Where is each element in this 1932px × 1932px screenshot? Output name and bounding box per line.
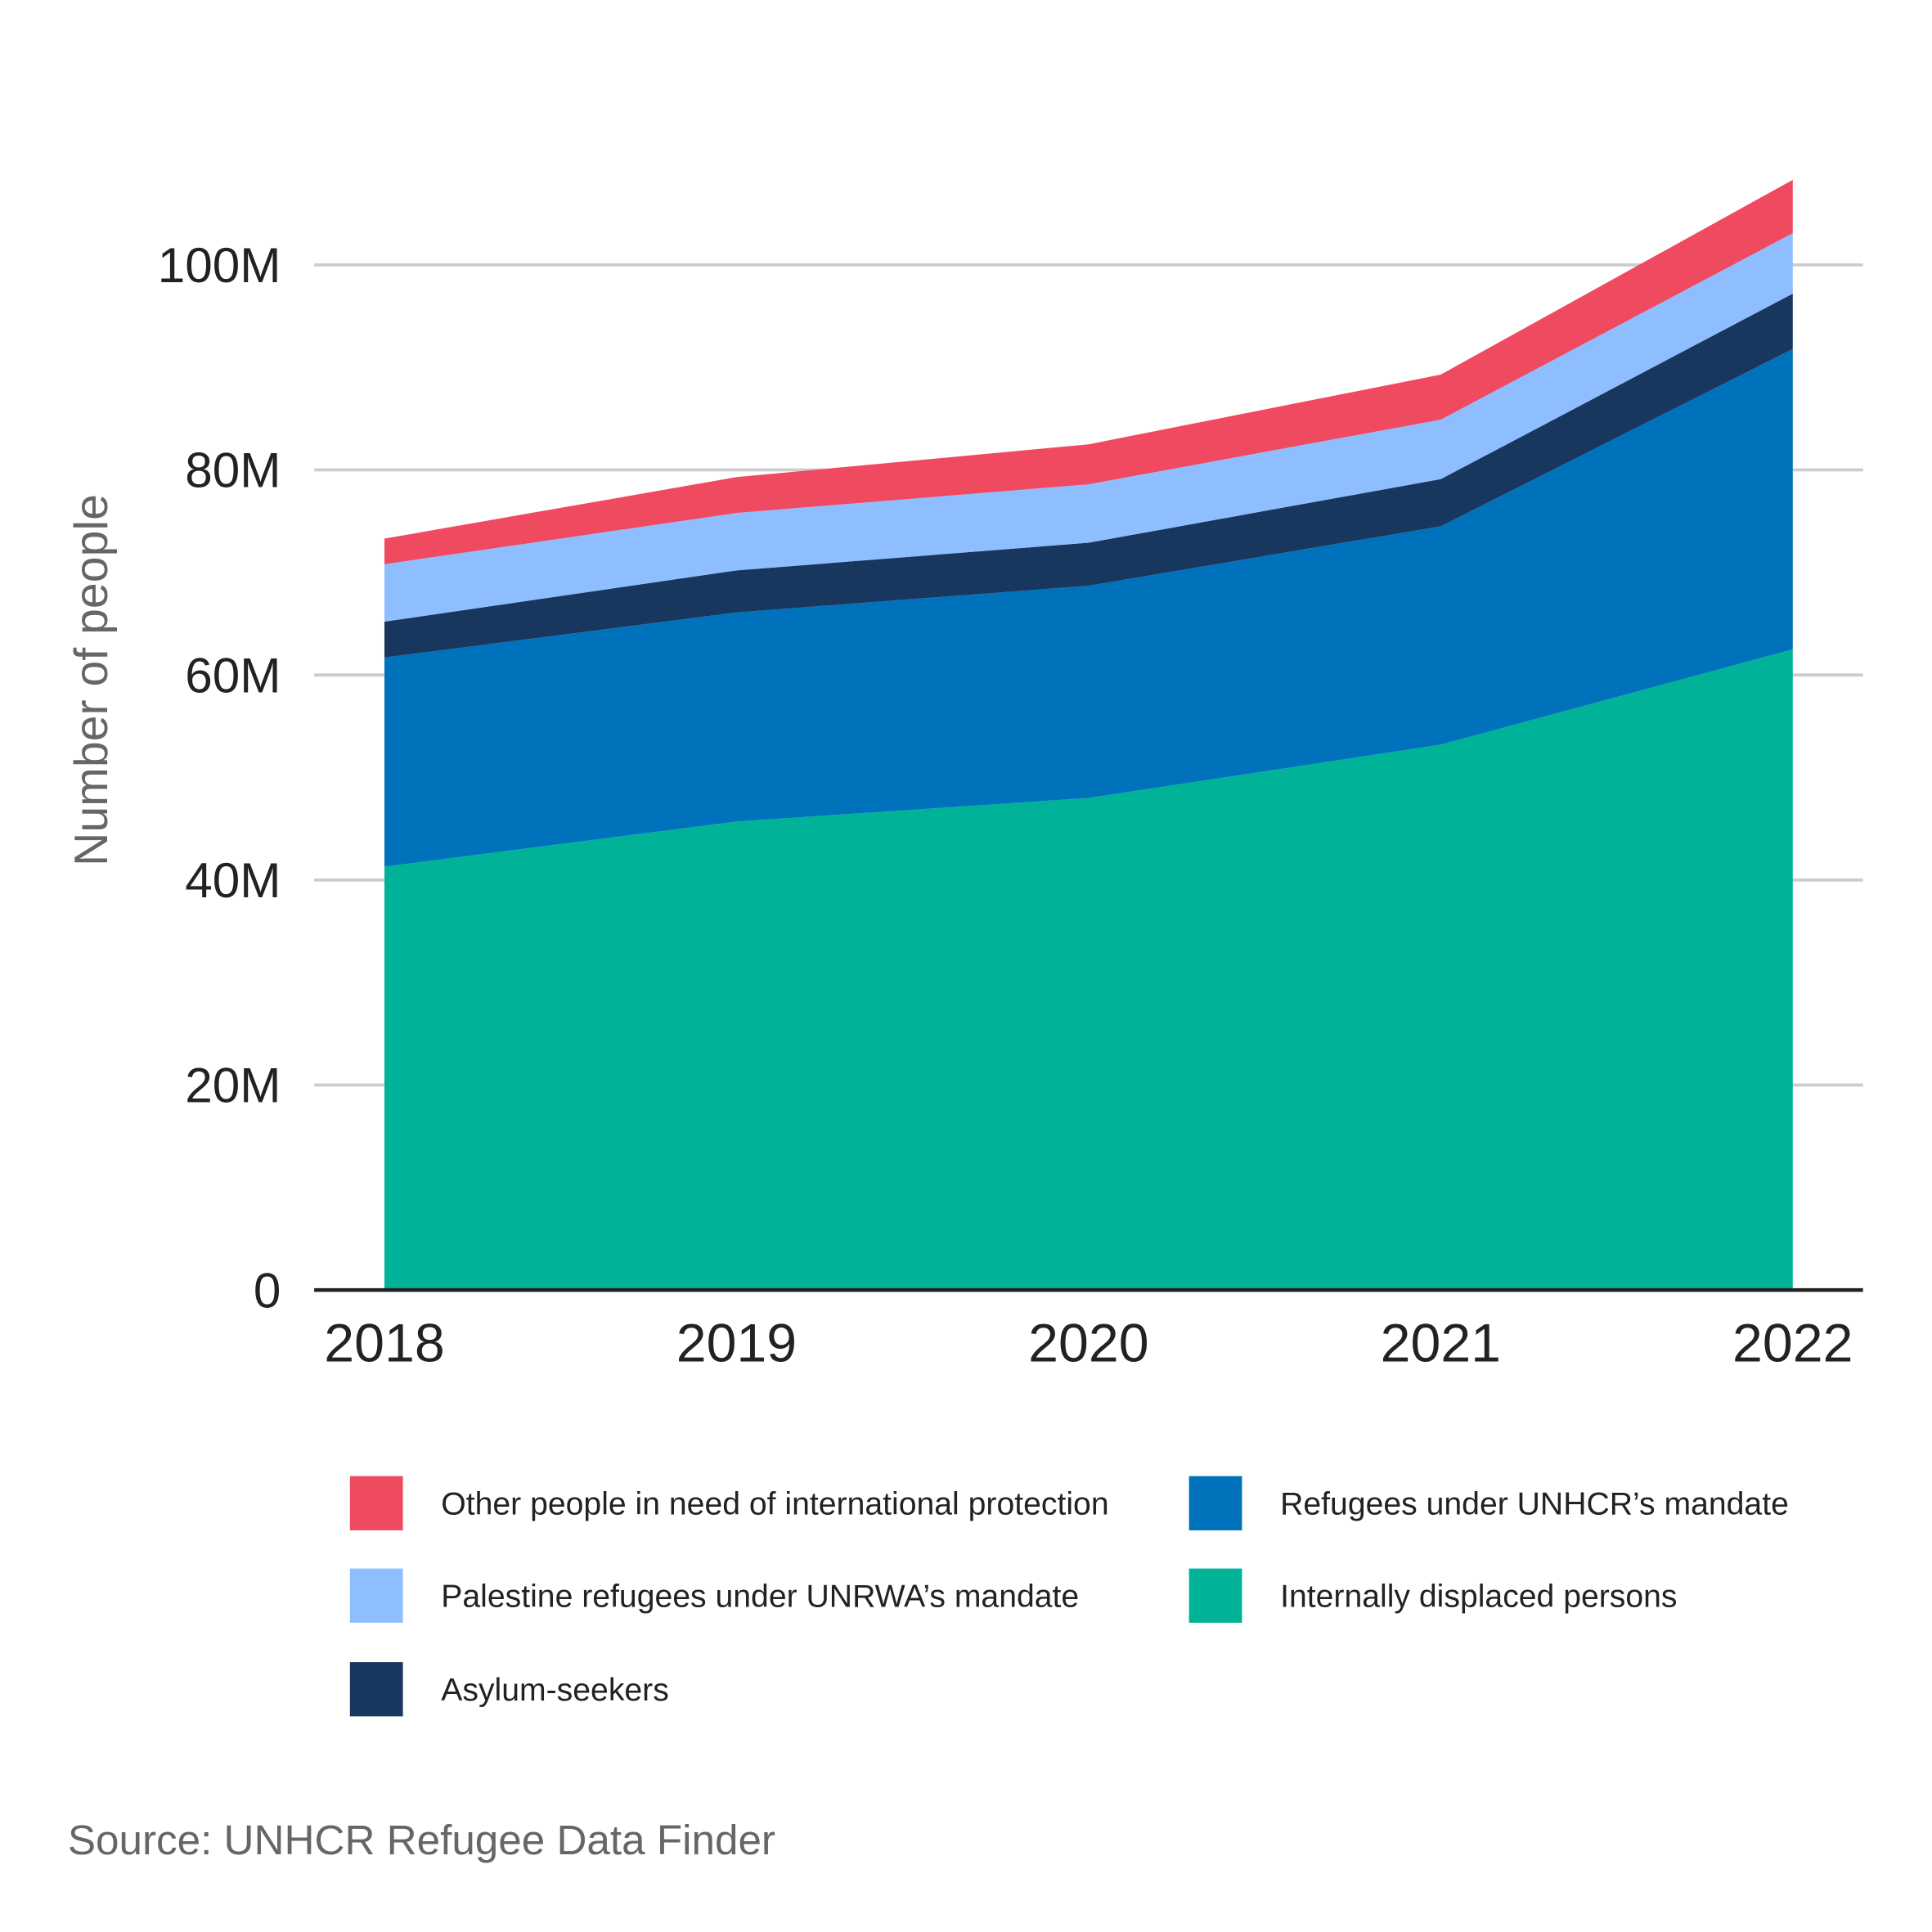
area-palestine-refugees-under-unrwa-s-mandate: [384, 233, 1793, 622]
area-asylum-seekers: [384, 293, 1793, 658]
legend-label: Internally displaced persons: [1280, 1579, 1677, 1614]
y-tick-label: 0: [254, 1262, 281, 1318]
legend-item: Palestine refugees under UNRWA’s mandate: [349, 1568, 1079, 1623]
legend-item: Asylum-seekers: [349, 1662, 669, 1717]
x-tick-label: 2018: [324, 1314, 444, 1374]
x-tick-label: 2020: [1028, 1314, 1148, 1374]
y-tick-label: 60M: [185, 647, 281, 703]
y-axis-label: Number of people: [65, 494, 118, 866]
legend-swatch: [349, 1568, 403, 1623]
y-tick-label: 40M: [185, 852, 281, 908]
x-tick-label: 2019: [676, 1314, 797, 1374]
x-tick-label: 2021: [1381, 1314, 1501, 1374]
legend-swatch: [1188, 1476, 1242, 1530]
legend-label: Asylum-seekers: [441, 1673, 669, 1708]
legend-item: Internally displaced persons: [1188, 1568, 1678, 1623]
y-tick-label: 80M: [185, 443, 281, 498]
legend-swatch: [349, 1662, 403, 1717]
legend-item: Other people in need of international pr…: [349, 1476, 1109, 1530]
legend-item: Refugees under UNHCR’s mandate: [1188, 1476, 1789, 1530]
area-other-people-in-need-of-international-protection: [384, 179, 1793, 564]
source-note: Source: UNHCR Refugee Data Finder: [68, 1817, 775, 1863]
legend-swatch: [349, 1476, 403, 1530]
legend-label: Refugees under UNHCR’s mandate: [1280, 1486, 1789, 1521]
x-tick-label: 2022: [1732, 1314, 1853, 1374]
x-tick-labels: 2018 2019 2020 2021 2022: [324, 1314, 1853, 1374]
legend-swatch: [1188, 1568, 1242, 1623]
area-internally-displaced-persons: [384, 649, 1793, 1291]
area-refugees-under-unhcr-s-mandate: [384, 348, 1793, 867]
areas: [384, 179, 1793, 1291]
y-tick-labels: 0 20M 40M 60M 80M 100M: [158, 237, 281, 1318]
legend: Other people in need of international pr…: [349, 1476, 1789, 1717]
y-tick-label: 100M: [158, 237, 281, 293]
legend-label: Palestine refugees under UNRWA’s mandate: [441, 1579, 1079, 1614]
y-tick-label: 20M: [185, 1058, 281, 1113]
legend-label: Other people in need of international pr…: [441, 1486, 1108, 1521]
